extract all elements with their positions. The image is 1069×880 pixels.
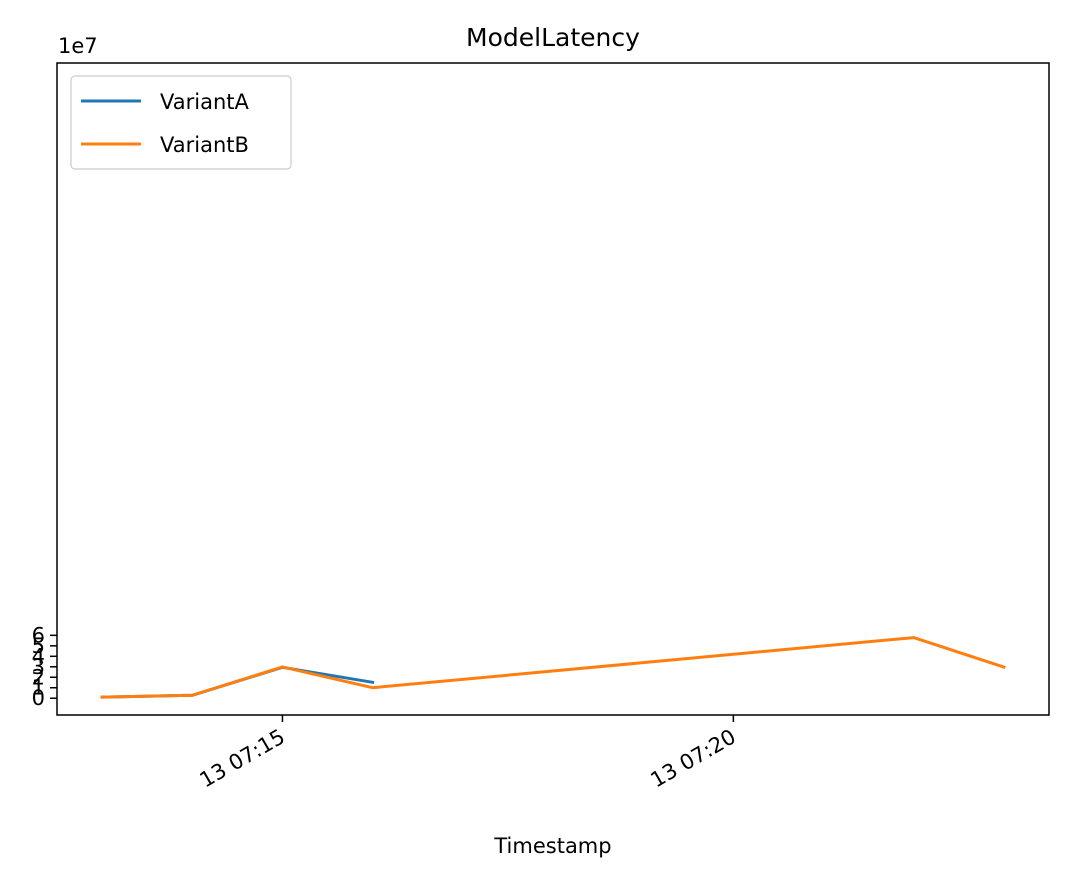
chart-title: ModelLatency (466, 23, 640, 52)
x-tick-label: 13 07:15 (196, 725, 289, 793)
x-axis-label: Timestamp (493, 834, 611, 858)
y-tick-label: 1 (32, 676, 45, 700)
y-tick-label: 4 (32, 644, 45, 668)
y-tick-label: 2 (32, 665, 45, 689)
y-offset-label: 1e7 (58, 34, 98, 58)
y-tick-label: 6 (32, 623, 45, 647)
plot-frame (56, 62, 1050, 716)
legend-label-variantb: VariantB (160, 133, 249, 157)
legend: VariantA VariantB (70, 75, 292, 170)
legend-label-varianta: VariantA (160, 90, 249, 114)
y-tick-label: 3 (32, 655, 45, 679)
x-tick-label: 13 07:20 (647, 725, 740, 793)
y-tick-label: 5 (32, 634, 45, 658)
series-line-variantb (100, 636, 1006, 699)
legend-frame (70, 75, 292, 170)
y-tick-label: 0 (32, 686, 45, 710)
x-axis-ticks: 13 07:15 13 07:20 (196, 715, 740, 792)
series-lines (100, 636, 1006, 699)
